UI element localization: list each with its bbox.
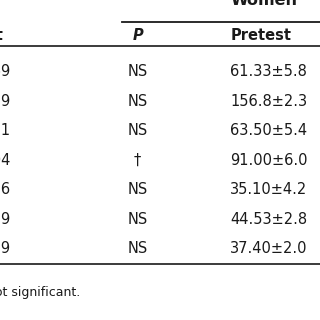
Text: .89: .89 [0,94,11,109]
Text: NS: NS [127,124,148,138]
Text: NS: NS [127,241,148,256]
Text: †: † [134,153,141,168]
Text: 37.40±2.0: 37.40±2.0 [230,241,308,256]
Text: 61.33±5.8: 61.33±5.8 [230,65,307,79]
Text: not significant.: not significant. [0,286,80,299]
Text: .04: .04 [0,153,11,168]
Text: .31: .31 [0,124,10,138]
Text: 63.50±5.4: 63.50±5.4 [230,124,308,138]
Text: 91.00±6.0: 91.00±6.0 [230,153,308,168]
Text: NS: NS [127,65,148,79]
Text: Women: Women [230,0,297,8]
Text: NS: NS [127,182,148,197]
Text: 156.8±2.3: 156.8±2.3 [230,94,308,109]
Text: st: st [0,28,3,43]
Text: .19: .19 [0,212,11,227]
Text: .69: .69 [0,65,11,79]
Text: Pretest: Pretest [230,28,292,43]
Text: .36: .36 [0,182,10,197]
Text: P: P [132,28,143,43]
Text: 44.53±2.8: 44.53±2.8 [230,212,308,227]
Text: NS: NS [127,212,148,227]
Text: 35.10±4.2: 35.10±4.2 [230,182,308,197]
Text: .39: .39 [0,241,10,256]
Text: NS: NS [127,94,148,109]
